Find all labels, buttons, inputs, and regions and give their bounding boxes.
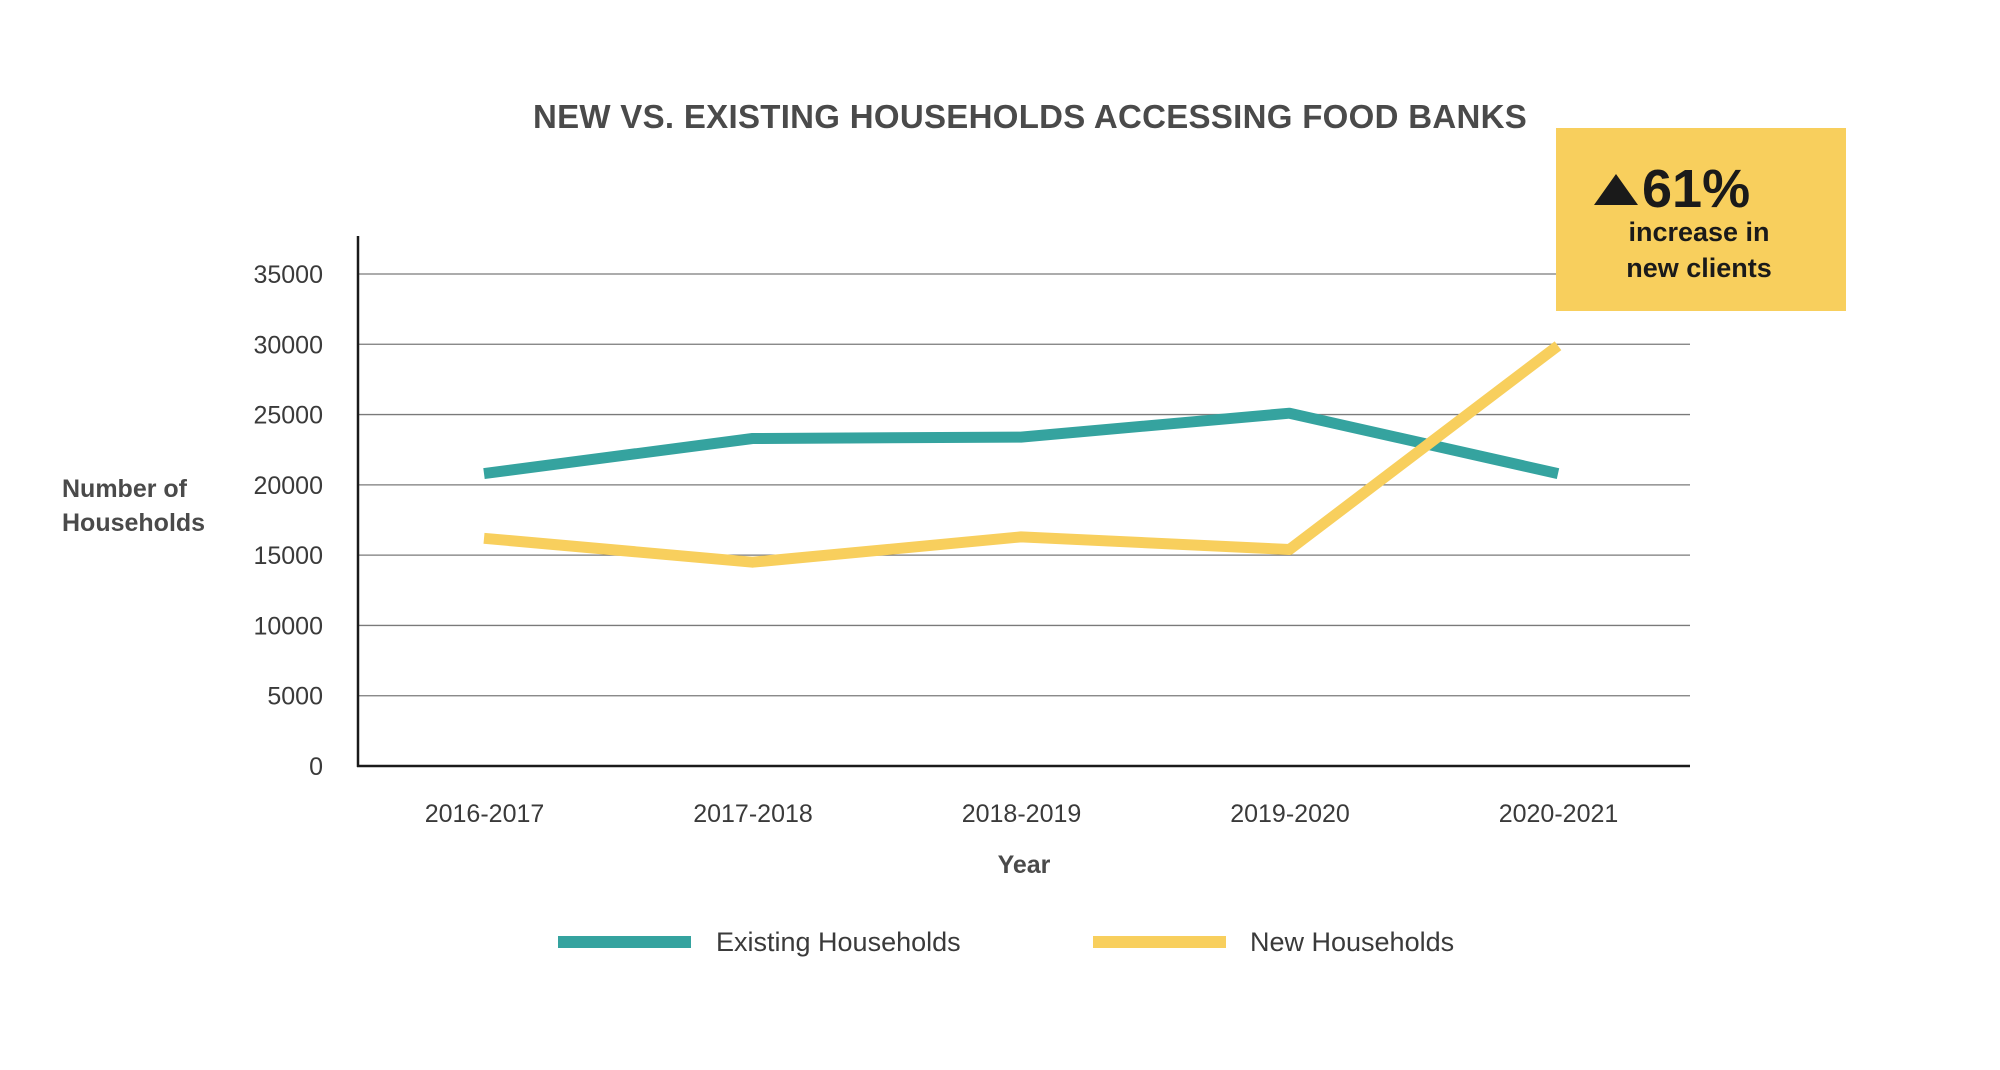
callout-background (1556, 128, 1846, 311)
x-tick-label: 2017-2018 (693, 800, 813, 828)
series-line-1 (483, 341, 1562, 568)
chart-title: NEW VS. EXISTING HOUSEHOLDS ACCESSING FO… (533, 98, 1527, 135)
callout-value: 61% (1642, 159, 1750, 219)
x-axis-title: Year (998, 851, 1051, 879)
series-lines (483, 341, 1562, 568)
series-line-0 (483, 407, 1560, 480)
y-tick-label: 30000 (253, 331, 323, 359)
x-axis-ticks: 2016-2017 2017-2018 2018-2019 2019-2020 2020… (425, 800, 1619, 828)
y-axis-title-line-1: Number of (62, 475, 188, 503)
y-tick-label: 5000 (267, 683, 323, 711)
legend-label: Existing Households (716, 927, 961, 957)
x-tick-label: 2018-2019 (962, 800, 1082, 828)
up-triangle-icon (1594, 174, 1638, 205)
legend-label: New Households (1250, 927, 1454, 957)
y-tick-label: 25000 (253, 402, 323, 430)
y-tick-label: 0 (309, 753, 323, 781)
y-tick-label: 15000 (253, 542, 323, 570)
y-tick-label: 35000 (253, 261, 323, 289)
callout-line-2: new clients (1626, 253, 1772, 283)
x-tick-label: 2020-2021 (1499, 800, 1619, 828)
y-axis-title: Number of Households (62, 475, 205, 537)
y-tick-label: 10000 (253, 612, 323, 640)
x-tick-label: 2019-2020 (1230, 800, 1350, 828)
legend: Existing Households New Households (558, 927, 1454, 957)
callout-line-1: increase in (1628, 217, 1769, 247)
gridlines (358, 273, 1690, 697)
x-tick-label: 2016-2017 (425, 800, 545, 828)
y-axis-title-line-2: Households (62, 509, 205, 537)
callout-box: 61% increase in new clients (1556, 128, 1846, 311)
y-tick-label: 20000 (253, 472, 323, 500)
y-axis-ticks: 0 5000 10000 15000 20000 25000 30000 35000 (253, 261, 323, 781)
